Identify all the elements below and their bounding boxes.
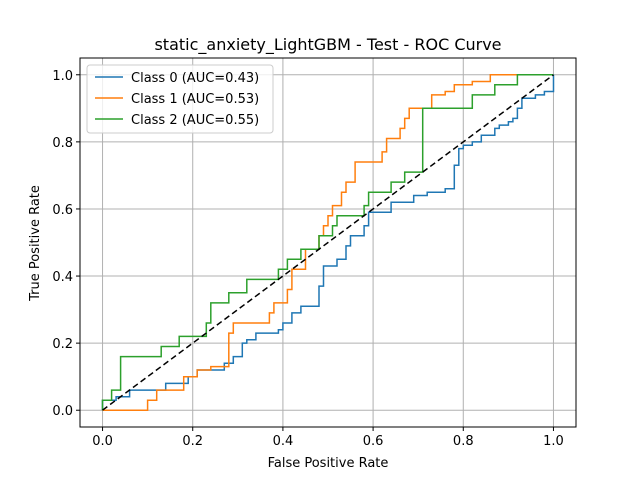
- y-tick-label: 0.6: [52, 203, 73, 218]
- legend-label-class-1: Class 1 (AUC=0.53): [131, 92, 259, 107]
- y-tick-label: 1.0: [52, 69, 73, 84]
- legend-label-class-2: Class 2 (AUC=0.55): [131, 113, 259, 128]
- plot-frame: [79, 57, 577, 428]
- y-tick-label: 0.2: [52, 337, 73, 352]
- x-axis-label: False Positive Rate: [268, 456, 389, 471]
- x-tick-label: 0.8: [453, 434, 474, 449]
- plot-lines: [101, 74, 555, 411]
- legend: Class 0 (AUC=0.43) Class 1 (AUC=0.53) Clas…: [86, 64, 274, 134]
- series-line-class-0: [101, 74, 555, 411]
- legend-box: [86, 64, 274, 134]
- x-tick-label: 1.0: [543, 434, 564, 449]
- x-tick-label: 0.2: [182, 434, 203, 449]
- chance-diagonal-line: [102, 74, 554, 411]
- series-line-class-2: [101, 74, 554, 411]
- y-tick-label: 0.4: [52, 270, 73, 285]
- y-tick-label: 0.0: [52, 404, 73, 419]
- x-tick-label: 0.6: [363, 434, 384, 449]
- legend-label-class-0: Class 0 (AUC=0.43): [131, 71, 259, 86]
- y-axis-label: True Positive Rate: [28, 185, 43, 302]
- x-tick-label: 0.4: [273, 434, 294, 449]
- grid: [80, 58, 576, 427]
- chart-title: static_anxiety_LightGBM - Test - ROC Cur…: [154, 35, 501, 55]
- axis-ticks: 0.0 0.2 0.4 0.6 0.8 1.0 0.0 0.2 0.4 0.6 0.8 1.0: [52, 69, 563, 449]
- x-tick-label: 0.0: [92, 434, 113, 449]
- y-tick-label: 0.8: [52, 136, 73, 151]
